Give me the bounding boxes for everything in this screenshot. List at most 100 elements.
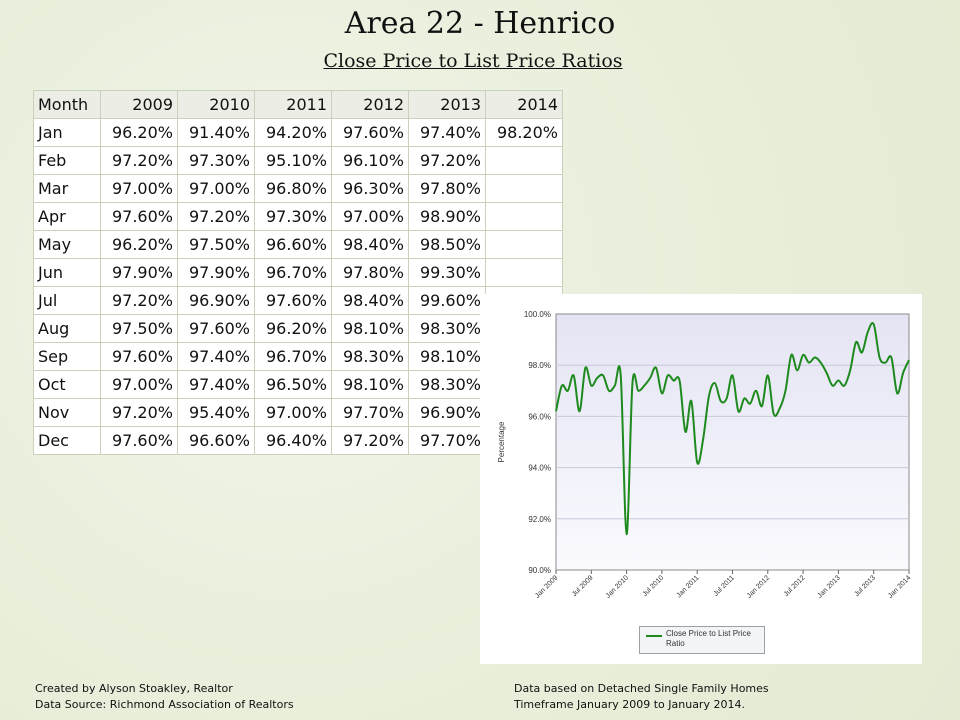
data-point	[684, 431, 686, 433]
ratio-cell: 96.70%	[254, 258, 332, 287]
data-point	[737, 410, 739, 412]
footer-left: Created by Alyson Stoakley, Realtor Data…	[35, 681, 294, 713]
ratio-cell: 95.40%	[177, 398, 255, 427]
ratio-cell: 97.00%	[331, 202, 409, 231]
x-tick-label: Jul 2010	[642, 574, 666, 598]
data-point	[843, 385, 845, 387]
x-tick-label: Jul 2012	[783, 574, 807, 598]
column-header: 2011	[254, 90, 332, 119]
month-cell: Dec	[33, 426, 101, 455]
data-point	[579, 410, 581, 412]
data-point	[908, 359, 910, 361]
table-row: May 96.20% 97.50% 96.60% 98.40% 98.50%	[33, 230, 563, 259]
ratio-cell: 97.40%	[177, 370, 255, 399]
data-point	[867, 331, 869, 333]
month-cell: Jan	[33, 118, 101, 147]
ratio-cell: 98.40%	[331, 230, 409, 259]
month-cell: Oct	[33, 370, 101, 399]
data-point	[708, 395, 710, 397]
table-row: Jan 96.20% 91.40% 94.20% 97.60% 97.40% 98.20%	[33, 118, 563, 147]
data-point	[649, 377, 651, 379]
data-point	[784, 390, 786, 392]
ratio-cell: 98.90%	[408, 202, 486, 231]
data-point	[690, 400, 692, 402]
month-cell: Sep	[33, 342, 101, 371]
data-point	[832, 385, 834, 387]
ratio-cell: 97.70%	[331, 398, 409, 427]
ratio-cell: 97.30%	[177, 146, 255, 175]
data-point	[573, 374, 575, 376]
ratio-cell: 96.40%	[254, 426, 332, 455]
data-point	[761, 405, 763, 407]
footer-right: Data based on Detached Single Family Hom…	[514, 681, 769, 713]
ratio-cell: 96.70%	[254, 342, 332, 371]
ratio-cell: 97.00%	[100, 174, 178, 203]
data-point	[755, 390, 757, 392]
ratio-cell	[485, 146, 563, 175]
data-point	[673, 380, 675, 382]
data-point	[620, 374, 622, 376]
month-cell: May	[33, 230, 101, 259]
ratio-cell: 95.10%	[254, 146, 332, 175]
ratio-cell: 97.80%	[331, 258, 409, 287]
month-cell: Nov	[33, 398, 101, 427]
ratio-cell: 96.10%	[331, 146, 409, 175]
footer-source: Data Source: Richmond Association of Rea…	[35, 698, 294, 711]
data-point	[608, 390, 610, 392]
ratio-cell: 96.60%	[177, 426, 255, 455]
data-point	[873, 323, 875, 325]
data-point	[749, 403, 751, 405]
data-point	[890, 357, 892, 359]
month-cell: Mar	[33, 174, 101, 203]
ratio-cell	[485, 230, 563, 259]
ratio-cell: 97.00%	[254, 398, 332, 427]
x-tick-label: Jan 2012	[746, 574, 771, 599]
column-header: 2010	[177, 90, 255, 119]
data-point	[779, 408, 781, 410]
data-point	[631, 382, 633, 384]
ratio-cell: 97.60%	[254, 286, 332, 315]
data-point	[861, 351, 863, 353]
data-point	[567, 390, 569, 392]
data-point	[655, 367, 657, 369]
ratio-cell: 97.40%	[177, 342, 255, 371]
table-row: Mar 97.00% 97.00% 96.80% 96.30% 97.80%	[33, 174, 563, 203]
ratio-cell: 96.90%	[177, 286, 255, 315]
ratio-cell: 97.60%	[331, 118, 409, 147]
column-header: Month	[33, 90, 101, 119]
data-point	[884, 362, 886, 364]
ratio-cell: 97.40%	[408, 118, 486, 147]
ratio-table: Month 2009 2010 2011 2012 2013 2014 Jan 9…	[33, 90, 563, 455]
data-point	[808, 362, 810, 364]
page-subtitle: Close Price to List Price Ratios	[323, 50, 623, 72]
table-row: Dec 97.60% 96.60% 96.40% 97.20% 97.70%	[33, 426, 563, 455]
data-point	[643, 385, 645, 387]
data-point	[714, 382, 716, 384]
ratio-cell: 97.20%	[100, 398, 178, 427]
data-point	[826, 372, 828, 374]
ratio-cell: 98.10%	[408, 342, 486, 371]
ratio-cell: 97.20%	[331, 426, 409, 455]
ratio-cell: 97.00%	[177, 174, 255, 203]
column-header: 2014	[485, 90, 563, 119]
x-tick-label: Jul 2011	[713, 574, 736, 597]
column-header: 2013	[408, 90, 486, 119]
month-cell: Feb	[33, 146, 101, 175]
ratio-cell: 97.70%	[408, 426, 486, 455]
y-axis-label: Percentage	[497, 421, 506, 462]
ratio-cell: 97.30%	[254, 202, 332, 231]
ratio-cell	[485, 258, 563, 287]
ratio-cell: 97.90%	[100, 258, 178, 287]
data-point	[720, 400, 722, 402]
ratio-cell: 96.30%	[331, 174, 409, 203]
data-point	[702, 438, 704, 440]
ratio-cell: 97.50%	[177, 230, 255, 259]
data-point	[879, 357, 881, 359]
y-tick-label: 98.0%	[528, 361, 551, 370]
data-point	[814, 357, 816, 359]
month-cell: Jul	[33, 286, 101, 315]
ratio-cell: 97.00%	[100, 370, 178, 399]
ratio-cell: 96.20%	[254, 314, 332, 343]
table-row: Oct 97.00% 97.40% 96.50% 98.10% 98.30%	[33, 370, 563, 399]
ratio-cell: 97.60%	[177, 314, 255, 343]
